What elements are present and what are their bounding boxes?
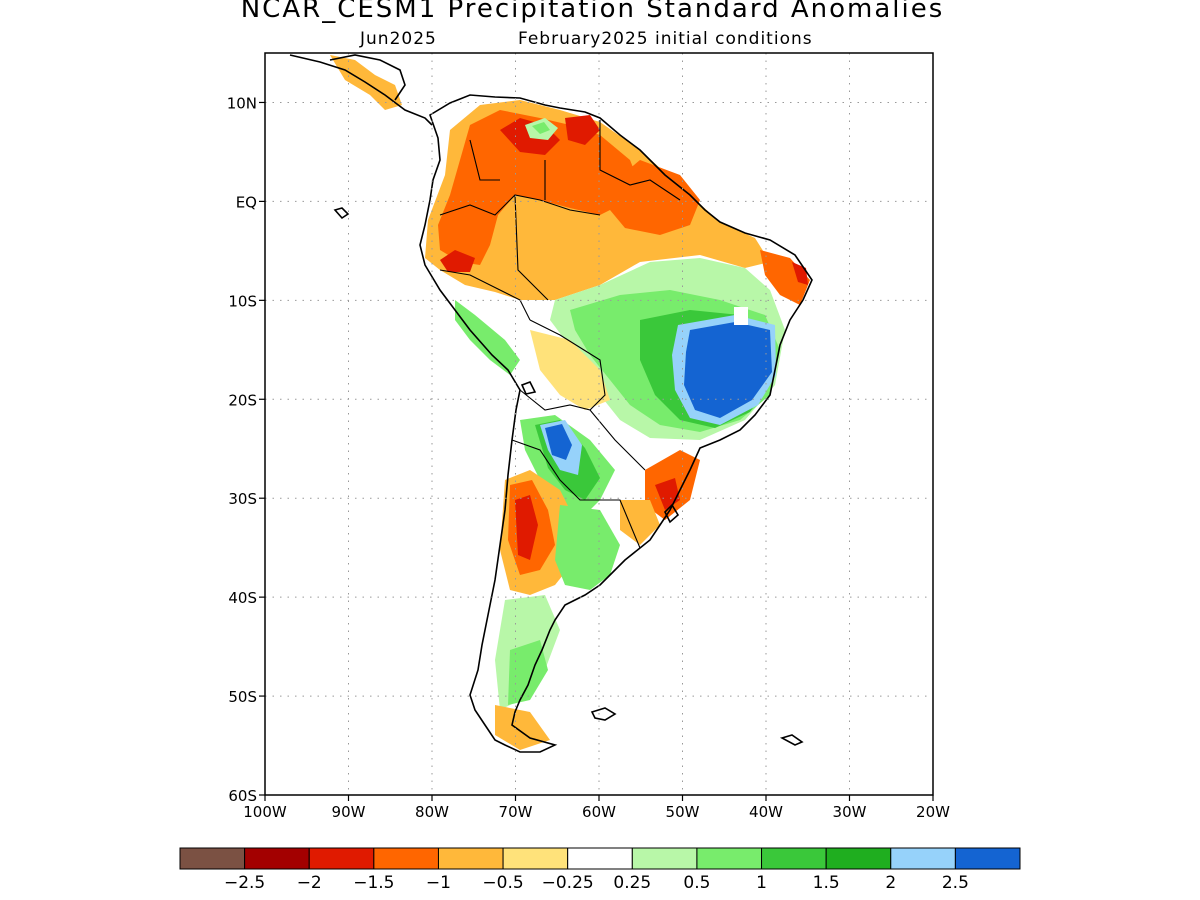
colorbar-swatch <box>244 847 310 870</box>
lat-tick-label: 60S <box>228 787 257 805</box>
colorbar-swatch <box>761 847 827 870</box>
colorbar-label: −2 <box>297 873 322 893</box>
lon-tick-label: 80W <box>415 803 449 821</box>
venezuela-wet-core <box>532 122 550 134</box>
tierra-del-fuego-dry <box>495 705 550 750</box>
colorbar-swatch <box>373 847 439 870</box>
colorbar-swatch <box>567 847 633 870</box>
venezuela-dry-core-2 <box>565 115 600 145</box>
coastlines <box>289 54 813 753</box>
colorbar-label: −2.5 <box>224 873 265 893</box>
colorbar-label: −1.5 <box>353 873 394 893</box>
lat-tick-label: 10S <box>228 292 257 310</box>
colorbar-label: 0.25 <box>613 873 651 893</box>
lat-tick-label: 50S <box>228 688 257 706</box>
patagonia-wet-strong <box>508 640 548 705</box>
country-borders <box>439 120 681 549</box>
north-dry-core <box>438 110 640 265</box>
lon-tick-label: 50W <box>666 803 700 821</box>
forecast-month: Jun2025 <box>360 29 437 49</box>
ne-brazil-dry <box>760 250 810 305</box>
anomaly-field <box>330 55 812 752</box>
colorbar-label: 2.5 <box>942 873 969 893</box>
colorbar: −2.5 −2 −1.5 −1 −0.5 −0.25 0.25 0.5 1 1.5 2 2.5 <box>179 847 1021 893</box>
colorbar-swatch <box>696 847 763 870</box>
colorbar-swatch <box>890 847 956 870</box>
galapagos <box>333 207 350 220</box>
colorbar-label: 1.5 <box>813 873 840 893</box>
andes-wet-strip <box>455 300 520 375</box>
uruguay-dry <box>620 500 660 545</box>
lat-tick-label: 20S <box>228 391 257 409</box>
colorbar-label: 0.5 <box>683 873 710 893</box>
south-georgia <box>779 734 804 746</box>
lat-tick-label: 40S <box>228 589 257 607</box>
lon-tick-label: 20W <box>916 803 950 821</box>
paraguay-wet-extreme <box>545 424 572 460</box>
lake-titicaca <box>520 380 537 395</box>
colorbar-swatch <box>179 847 246 870</box>
lon-tick-label: 70W <box>499 803 533 821</box>
lat-tick-label: EQ <box>236 193 257 211</box>
colorbar-label: 2 <box>885 873 896 893</box>
peru-dry-core <box>440 250 475 272</box>
lat-tick-label: 10N <box>227 94 257 112</box>
argentina-wet <box>555 505 620 590</box>
lagoa-dos-patos <box>664 503 680 524</box>
colorbar-label: −1 <box>426 873 451 893</box>
colorbar-swatch <box>502 847 569 870</box>
falkland-islands <box>590 707 617 721</box>
colorbar-swatch <box>631 847 698 870</box>
colorbar-swatch <box>308 847 375 870</box>
colorbar-label: −0.25 <box>542 873 594 893</box>
brazil-wet-extreme <box>684 322 772 418</box>
map-title: NCAR_CESM1 Precipitation Standard Anomal… <box>240 0 945 24</box>
lon-tick-label: 30W <box>833 803 867 821</box>
chile-dry-core <box>515 495 538 560</box>
colorbar-swatch <box>437 847 504 870</box>
colorbar-swatch <box>954 847 1021 870</box>
brazil-white-spot <box>734 307 748 325</box>
guiana-dry <box>610 160 700 235</box>
lon-tick-label: 60W <box>582 803 616 821</box>
lon-tick-label: 100W <box>243 803 287 821</box>
colorbar-swatch <box>825 847 892 870</box>
lon-tick-label: 40W <box>749 803 783 821</box>
colorbar-label: 1 <box>756 873 767 893</box>
colorbar-label: −0.5 <box>482 873 523 893</box>
central-america-coast <box>289 54 433 126</box>
bolivia-dry <box>530 330 610 410</box>
initial-conditions: February2025 initial conditions <box>518 29 813 49</box>
lat-tick-label: 30S <box>228 490 257 508</box>
lon-tick-label: 90W <box>332 803 366 821</box>
